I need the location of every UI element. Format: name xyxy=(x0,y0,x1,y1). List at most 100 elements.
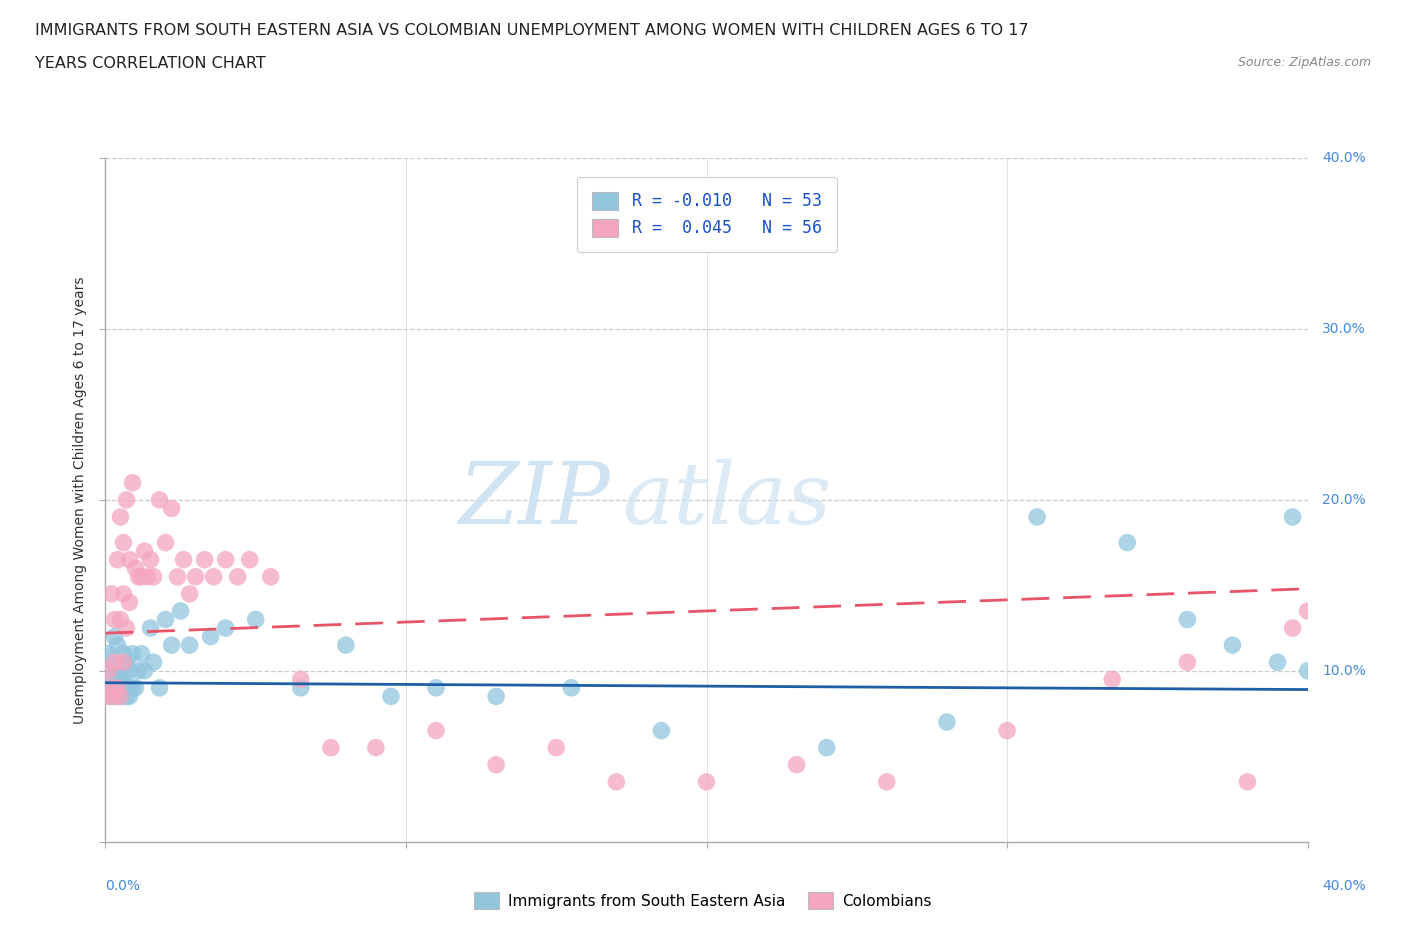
Point xyxy=(546,740,568,755)
Point xyxy=(142,569,165,584)
Point xyxy=(169,604,191,618)
Point xyxy=(290,681,312,696)
Point xyxy=(650,724,672,738)
Point xyxy=(115,655,138,670)
Point xyxy=(425,681,447,696)
Legend: Immigrants from South Eastern Asia, Colombians: Immigrants from South Eastern Asia, Colo… xyxy=(468,886,938,915)
Text: Source: ZipAtlas.com: Source: ZipAtlas.com xyxy=(1237,56,1371,69)
Point xyxy=(226,569,249,584)
Point xyxy=(103,689,125,704)
Point xyxy=(110,681,132,696)
Point xyxy=(260,569,283,584)
Point xyxy=(1296,663,1319,678)
Point xyxy=(1222,638,1244,653)
Point xyxy=(128,569,150,584)
Point xyxy=(100,663,122,678)
Point xyxy=(103,612,125,627)
Point xyxy=(786,757,808,772)
Point xyxy=(97,681,120,696)
Text: 30.0%: 30.0% xyxy=(1322,322,1365,336)
Text: 10.0%: 10.0% xyxy=(1322,664,1365,678)
Point xyxy=(110,689,132,704)
Point xyxy=(100,587,122,602)
Point xyxy=(97,663,120,678)
Point xyxy=(179,638,201,653)
Point xyxy=(118,689,141,704)
Point xyxy=(485,689,508,704)
Point xyxy=(1116,535,1139,550)
Point xyxy=(103,630,125,644)
Point xyxy=(112,671,135,686)
Point xyxy=(107,689,129,704)
Point xyxy=(160,501,183,516)
Point xyxy=(876,775,898,790)
Point xyxy=(110,510,132,525)
Point xyxy=(239,552,262,567)
Point xyxy=(214,620,236,635)
Point xyxy=(131,569,153,584)
Point xyxy=(134,663,156,678)
Point xyxy=(605,775,627,790)
Point xyxy=(155,535,177,550)
Point xyxy=(103,655,125,670)
Point xyxy=(100,689,122,704)
Point xyxy=(1101,671,1123,686)
Point xyxy=(112,535,135,550)
Point xyxy=(380,689,402,704)
Point xyxy=(107,671,129,686)
Point xyxy=(1281,620,1303,635)
Point xyxy=(115,493,138,508)
Point xyxy=(319,740,342,755)
Legend: R = -0.010   N = 53, R =  0.045   N = 56: R = -0.010 N = 53, R = 0.045 N = 56 xyxy=(576,177,837,252)
Point xyxy=(107,638,129,653)
Point xyxy=(200,630,222,644)
Point xyxy=(115,620,138,635)
Point xyxy=(1296,604,1319,618)
Point xyxy=(103,663,125,678)
Point xyxy=(112,646,135,661)
Point xyxy=(100,681,122,696)
Text: YEARS CORRELATION CHART: YEARS CORRELATION CHART xyxy=(35,56,266,71)
Point xyxy=(1175,612,1198,627)
Text: 0.0%: 0.0% xyxy=(105,879,141,893)
Text: 40.0%: 40.0% xyxy=(1322,151,1365,166)
Point xyxy=(112,655,135,670)
Point xyxy=(131,646,153,661)
Point xyxy=(118,663,141,678)
Point xyxy=(148,681,170,696)
Point xyxy=(139,552,162,567)
Y-axis label: Unemployment Among Women with Children Ages 6 to 17 years: Unemployment Among Women with Children A… xyxy=(73,276,87,724)
Point xyxy=(115,681,138,696)
Point xyxy=(97,689,120,704)
Point xyxy=(121,681,143,696)
Point xyxy=(155,612,177,627)
Point xyxy=(148,493,170,508)
Point xyxy=(110,689,132,704)
Point xyxy=(194,552,217,567)
Point xyxy=(112,587,135,602)
Point xyxy=(124,561,146,576)
Text: IMMIGRANTS FROM SOUTH EASTERN ASIA VS COLOMBIAN UNEMPLOYMENT AMONG WOMEN WITH CH: IMMIGRANTS FROM SOUTH EASTERN ASIA VS CO… xyxy=(35,23,1029,38)
Point xyxy=(1026,510,1049,525)
Point xyxy=(214,552,236,567)
Point xyxy=(139,620,162,635)
Point xyxy=(121,646,143,661)
Point xyxy=(1175,655,1198,670)
Text: 20.0%: 20.0% xyxy=(1322,493,1365,507)
Point xyxy=(134,544,156,559)
Point xyxy=(184,569,207,584)
Point xyxy=(335,638,357,653)
Point xyxy=(107,681,129,696)
Point xyxy=(97,646,120,661)
Point xyxy=(364,740,387,755)
Point xyxy=(166,569,188,584)
Point xyxy=(485,757,508,772)
Point xyxy=(696,775,718,790)
Point xyxy=(425,724,447,738)
Point xyxy=(179,587,201,602)
Point xyxy=(173,552,195,567)
Point xyxy=(124,681,146,696)
Point xyxy=(995,724,1018,738)
Point xyxy=(1281,510,1303,525)
Point xyxy=(1236,775,1258,790)
